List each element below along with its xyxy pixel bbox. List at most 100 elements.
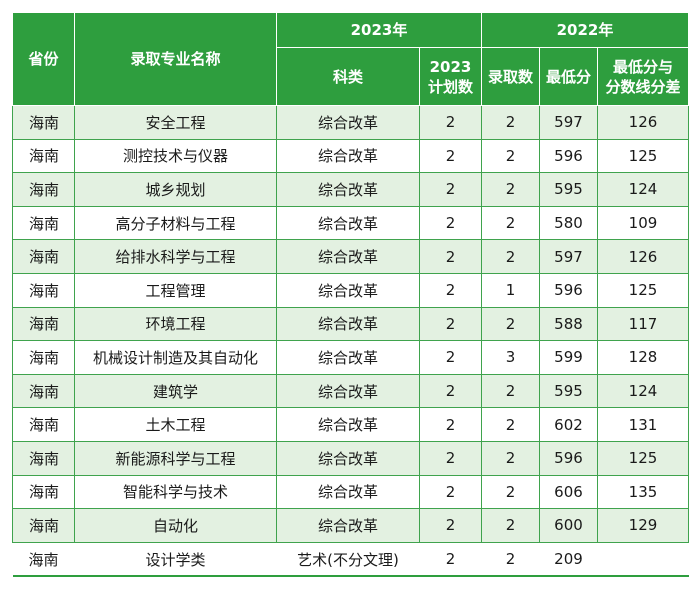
cell-admitted: 2 [481, 172, 540, 207]
cell-plan-2023: 2 [419, 172, 482, 207]
cell-min-score: 595 [539, 172, 598, 207]
cell-province: 海南 [12, 373, 75, 409]
cell-min-score: 602 [539, 407, 598, 442]
cell-min-score: 597 [539, 105, 598, 140]
cell-min-score: 209 [539, 541, 598, 578]
header-province: 省份 [12, 12, 75, 106]
cell-min-score: 595 [539, 373, 598, 409]
cell-major: 高分子材料与工程 [74, 205, 277, 241]
cell-score-diff: 128 [597, 340, 689, 375]
cell-plan-2023: 2 [419, 541, 482, 578]
cell-category: 综合改革 [276, 474, 420, 510]
cell-province: 海南 [12, 239, 75, 274]
cell-admitted: 2 [481, 407, 540, 442]
cell-category: 综合改革 [276, 407, 420, 442]
table-row: 海南 工程管理 综合改革 2 1 596 125 [12, 272, 689, 308]
cell-score-diff: 124 [597, 172, 689, 207]
cell-admitted: 2 [481, 541, 540, 578]
cell-category: 综合改革 [276, 440, 420, 476]
cell-category: 综合改革 [276, 205, 420, 241]
table-row: 海南 自动化 综合改革 2 2 600 129 [12, 508, 689, 543]
cell-category: 综合改革 [276, 373, 420, 409]
cell-min-score: 588 [539, 306, 598, 342]
cell-admitted: 2 [481, 373, 540, 409]
cell-score-diff: 129 [597, 508, 689, 543]
admission-table: 省份 录取专业名称 2023年 2022年 科类 2023 计划数 录取数 最低… [12, 12, 689, 578]
cell-plan-2023: 2 [419, 407, 482, 442]
table-row: 海南 智能科学与技术 综合改革 2 2 606 135 [12, 474, 689, 510]
cell-province: 海南 [12, 205, 75, 241]
cell-province: 海南 [12, 340, 75, 375]
cell-score-diff: 125 [597, 138, 689, 174]
cell-category: 综合改革 [276, 340, 420, 375]
cell-major: 工程管理 [74, 272, 277, 308]
cell-min-score: 580 [539, 205, 598, 241]
cell-score-diff: 126 [597, 239, 689, 274]
table-row: 海南 机械设计制造及其自动化 综合改革 2 3 599 128 [12, 340, 689, 375]
header-year-2022: 2022年 [481, 12, 689, 48]
cell-admitted: 2 [481, 440, 540, 476]
cell-score-diff: 124 [597, 373, 689, 409]
cell-admitted: 2 [481, 138, 540, 174]
cell-score-diff [597, 541, 689, 578]
cell-score-diff: 126 [597, 105, 689, 140]
cell-province: 海南 [12, 105, 75, 140]
cell-major: 自动化 [74, 508, 277, 543]
cell-category: 综合改革 [276, 105, 420, 140]
cell-major: 机械设计制造及其自动化 [74, 340, 277, 375]
header-category: 科类 [276, 47, 420, 106]
cell-major: 土木工程 [74, 407, 277, 442]
table-row: 海南 新能源科学与工程 综合改革 2 2 596 125 [12, 440, 689, 476]
cell-plan-2023: 2 [419, 508, 482, 543]
cell-major: 设计学类 [74, 541, 277, 578]
cell-category: 综合改革 [276, 172, 420, 207]
cell-category: 综合改革 [276, 306, 420, 342]
cell-score-diff: 125 [597, 440, 689, 476]
cell-province: 海南 [12, 306, 75, 342]
cell-score-diff: 109 [597, 205, 689, 241]
cell-plan-2023: 2 [419, 474, 482, 510]
cell-province: 海南 [12, 474, 75, 510]
cell-category: 艺术(不分文理) [276, 541, 420, 578]
cell-admitted: 2 [481, 474, 540, 510]
header-min-score: 最低分 [539, 47, 598, 106]
cell-score-diff: 125 [597, 272, 689, 308]
table-row: 海南 建筑学 综合改革 2 2 595 124 [12, 373, 689, 409]
cell-plan-2023: 2 [419, 138, 482, 174]
cell-category: 综合改革 [276, 239, 420, 274]
cell-min-score: 600 [539, 508, 598, 543]
cell-province: 海南 [12, 541, 75, 578]
header-plan-2023: 2023 计划数 [419, 47, 482, 106]
cell-plan-2023: 2 [419, 239, 482, 274]
cell-admitted: 2 [481, 239, 540, 274]
cell-major: 城乡规划 [74, 172, 277, 207]
table-row: 海南 城乡规划 综合改革 2 2 595 124 [12, 172, 689, 207]
header-admitted: 录取数 [481, 47, 540, 106]
table-row: 海南 设计学类 艺术(不分文理) 2 2 209 [12, 541, 689, 578]
cell-min-score: 599 [539, 340, 598, 375]
cell-major: 智能科学与技术 [74, 474, 277, 510]
table-row: 海南 测控技术与仪器 综合改革 2 2 596 125 [12, 138, 689, 174]
table-row: 海南 给排水科学与工程 综合改革 2 2 597 126 [12, 239, 689, 274]
cell-plan-2023: 2 [419, 306, 482, 342]
cell-admitted: 1 [481, 272, 540, 308]
cell-plan-2023: 2 [419, 373, 482, 409]
cell-min-score: 596 [539, 272, 598, 308]
cell-province: 海南 [12, 508, 75, 543]
cell-major: 新能源科学与工程 [74, 440, 277, 476]
admission-table-container: 省份 录取专业名称 2023年 2022年 科类 2023 计划数 录取数 最低… [12, 12, 689, 578]
cell-score-diff: 135 [597, 474, 689, 510]
cell-admitted: 2 [481, 205, 540, 241]
cell-major: 建筑学 [74, 373, 277, 409]
cell-admitted: 2 [481, 508, 540, 543]
table-row: 海南 环境工程 综合改革 2 2 588 117 [12, 306, 689, 342]
cell-min-score: 596 [539, 440, 598, 476]
table-row: 海南 安全工程 综合改革 2 2 597 126 [12, 105, 689, 140]
header-score-diff: 最低分与 分数线分差 [597, 47, 689, 106]
cell-plan-2023: 2 [419, 440, 482, 476]
cell-min-score: 597 [539, 239, 598, 274]
table-row: 海南 土木工程 综合改革 2 2 602 131 [12, 407, 689, 442]
cell-province: 海南 [12, 138, 75, 174]
cell-score-diff: 131 [597, 407, 689, 442]
cell-min-score: 596 [539, 138, 598, 174]
